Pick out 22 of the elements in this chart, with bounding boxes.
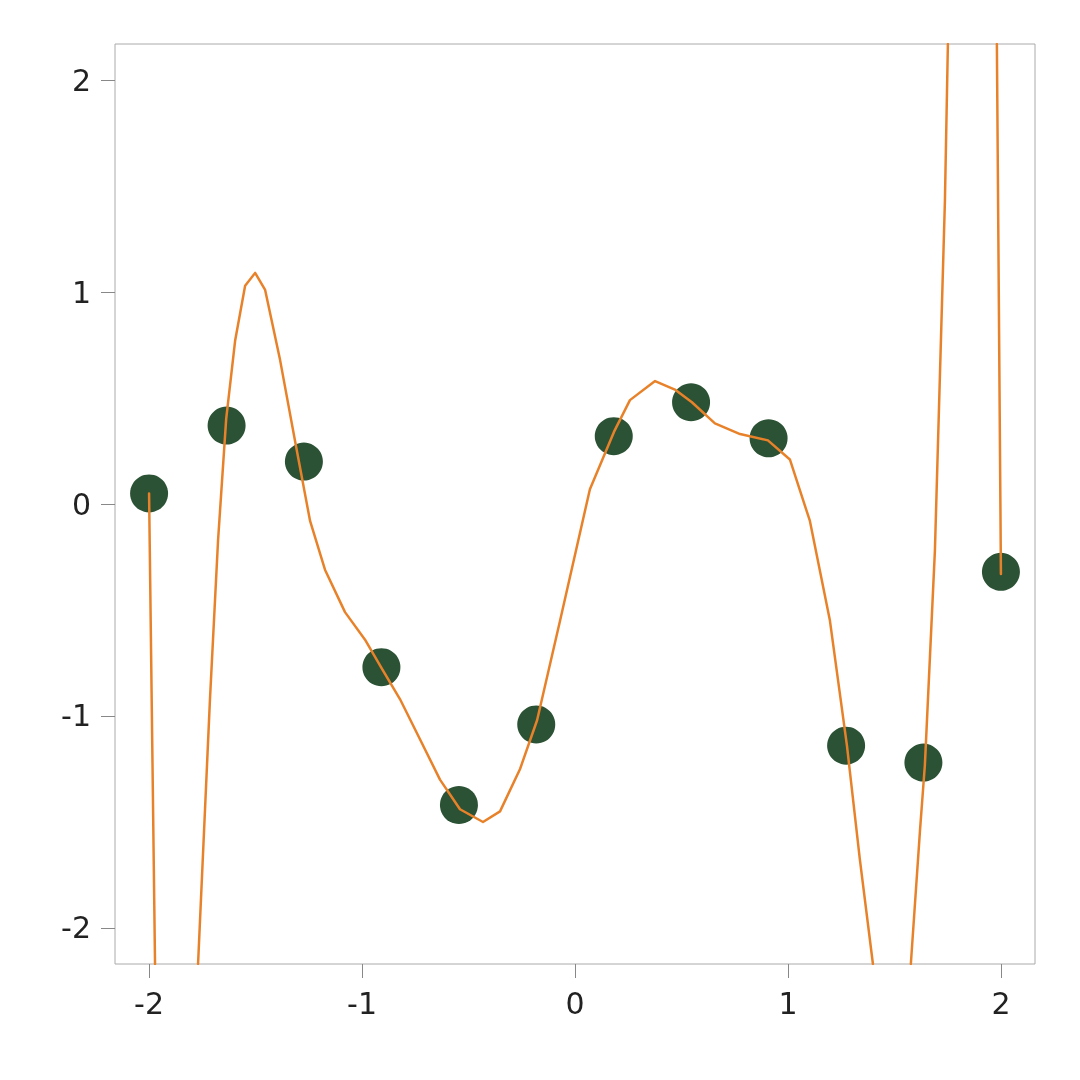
point bbox=[362, 648, 401, 687]
point bbox=[749, 419, 788, 458]
y-tick-label: -2 bbox=[61, 910, 91, 946]
x-tick-label: 2 bbox=[991, 985, 1011, 1021]
point bbox=[517, 705, 556, 744]
point bbox=[130, 474, 169, 513]
y-tick-label: 0 bbox=[71, 486, 91, 522]
x-tick-label: 0 bbox=[565, 985, 585, 1021]
point bbox=[904, 743, 943, 782]
y-tick-label: -1 bbox=[61, 698, 91, 734]
point bbox=[207, 406, 246, 445]
point bbox=[284, 442, 323, 481]
point bbox=[594, 417, 633, 456]
point bbox=[827, 726, 866, 765]
x-tick-label: -1 bbox=[347, 985, 377, 1021]
y-tick-label: 1 bbox=[71, 274, 91, 310]
point bbox=[672, 383, 711, 422]
y-tick-label: 2 bbox=[71, 62, 91, 98]
x-tick-label: -2 bbox=[134, 985, 165, 1021]
x-tick-label: 1 bbox=[778, 985, 798, 1021]
point bbox=[981, 552, 1020, 591]
point bbox=[439, 786, 478, 824]
